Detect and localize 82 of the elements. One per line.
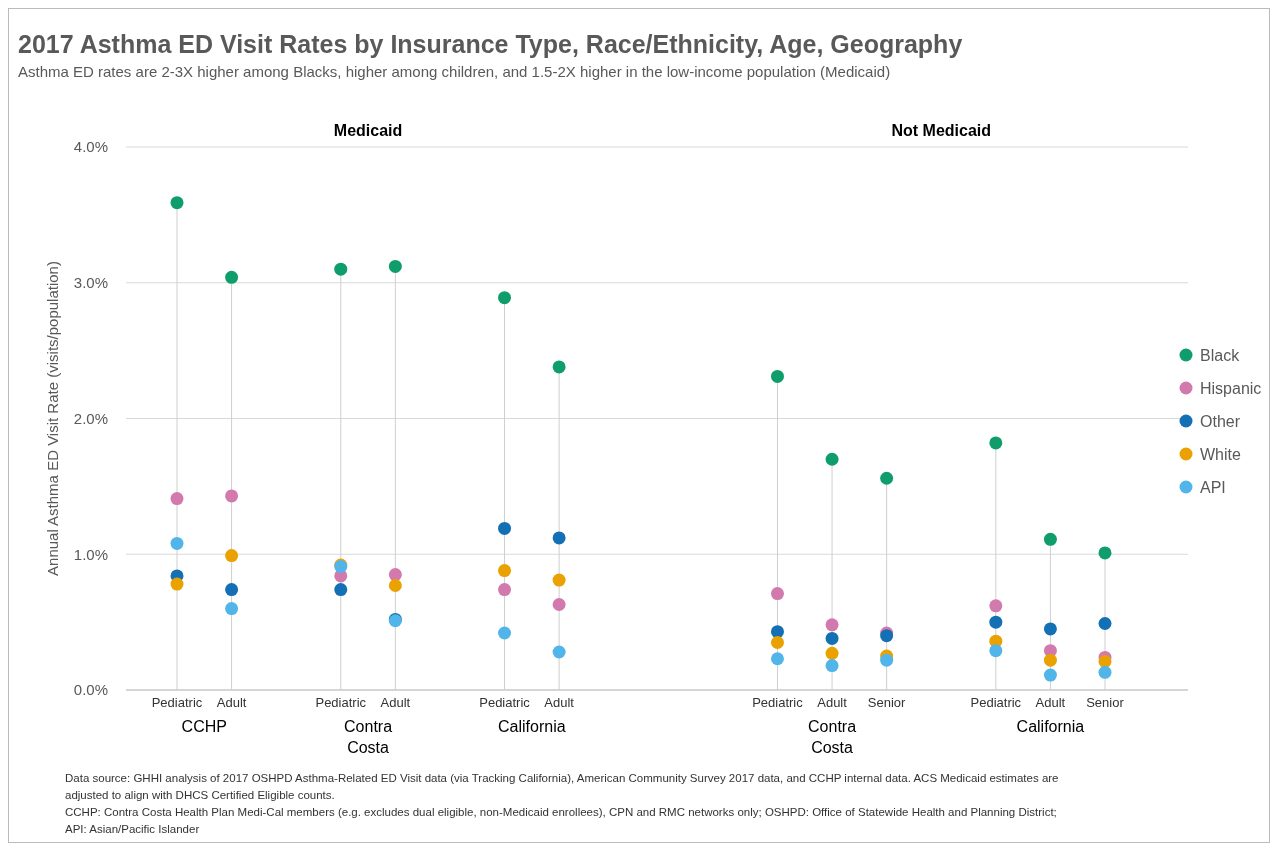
point (770, 635, 784, 649)
point (170, 196, 184, 210)
point (498, 626, 512, 640)
x-tick-label: Pediatric (479, 695, 531, 710)
text: Medicaid (333, 122, 403, 139)
point (552, 531, 566, 545)
point (170, 536, 184, 550)
point (225, 489, 239, 503)
point (1043, 622, 1057, 636)
point (225, 583, 239, 597)
point (1043, 653, 1057, 667)
point (552, 597, 566, 611)
legend-label: White (1200, 445, 1241, 463)
point (825, 646, 839, 660)
point (880, 471, 894, 485)
point (1098, 546, 1112, 560)
point (498, 583, 512, 597)
text: California (1016, 718, 1085, 735)
point (880, 653, 894, 667)
point (989, 644, 1003, 658)
x-tick-label: Senior (1086, 695, 1125, 710)
x-tick-label: Adult (216, 695, 247, 710)
point (552, 645, 566, 659)
x-tick-label: Adult (817, 695, 848, 710)
point (170, 577, 184, 591)
y-tick-label: 0.0% (73, 681, 108, 699)
point (1098, 654, 1112, 668)
point (770, 369, 784, 383)
legend-label: Black (1200, 346, 1241, 364)
x-tick-label: Senior (867, 695, 907, 710)
chart-subtitle: Asthma ED rates are 2-3X higher among Blacks, higher among children, and 1.5-2X higher in the low-income population (Medicaid) (18, 63, 891, 80)
point (770, 652, 784, 666)
x-tick-label: Pediatric (970, 695, 1022, 710)
point (1043, 532, 1057, 546)
point (388, 568, 402, 582)
y-tick-label: 3.0% (73, 274, 108, 291)
point (989, 599, 1003, 613)
point (825, 452, 839, 466)
text: Contra Costa (808, 718, 857, 756)
point (825, 659, 839, 673)
y-tick-label: 4.0% (73, 138, 108, 156)
point (989, 436, 1003, 450)
point (989, 615, 1003, 629)
point (825, 618, 839, 632)
point (498, 291, 512, 305)
text: CCHP: Contra Costa Health Plan Medi-Cal members (e.g. excludes dual eligible, non-Medicaid enrollees), CPN and RMC networks only; OSHPD: Office of Statewide Health and Planning District; API: Asian/Pacific Islander (65, 806, 1057, 835)
text: Contra Costa (344, 718, 393, 756)
x-tick-label: Adult (380, 695, 411, 710)
source-note: Data source: GHHI analysis of 2017 OSHPD Asthma-Related ED Visit data (via Tracking California), American Community Survey 2017 data, and CCHP internal data. ACS Medicaid estimates are adjusted to align with DHCS Certified Eligible counts. (65, 772, 1059, 801)
point (170, 492, 184, 506)
legend-label: API (1200, 478, 1226, 496)
point (225, 549, 239, 563)
point (388, 259, 402, 273)
x-tick-label: Adult (1035, 695, 1066, 710)
point (1098, 665, 1112, 679)
point (334, 583, 348, 597)
point (770, 587, 784, 601)
point (498, 564, 512, 578)
y-axis-title: Annual Asthma ED Visit Rate (visits/population) (44, 261, 61, 576)
point (770, 625, 784, 639)
x-tick-label: Pediatric (752, 695, 804, 710)
y-tick-label: 1.0% (73, 545, 108, 563)
point (388, 578, 402, 592)
point (1043, 668, 1057, 682)
text: California (498, 718, 566, 735)
text: CCHP (181, 718, 227, 735)
text: Not Medicaid (891, 122, 992, 139)
point (225, 270, 239, 284)
point (552, 360, 566, 374)
legend-label: Hispanic (1200, 379, 1262, 397)
x-tick-label: Pediatric (151, 695, 203, 710)
legend-label: Other (1200, 412, 1241, 430)
y-tick-label: 2.0% (73, 409, 108, 427)
point (498, 521, 512, 535)
point (1098, 616, 1112, 630)
x-tick-label: Pediatric (315, 695, 367, 710)
point (334, 262, 348, 276)
chart-title: 2017 Asthma ED Visit Rates by Insurance Type, Race/Ethnicity, Age, Geography (18, 30, 963, 58)
point (225, 602, 239, 616)
point (825, 631, 839, 645)
x-tick-label: Adult (544, 695, 575, 710)
point (552, 573, 566, 587)
